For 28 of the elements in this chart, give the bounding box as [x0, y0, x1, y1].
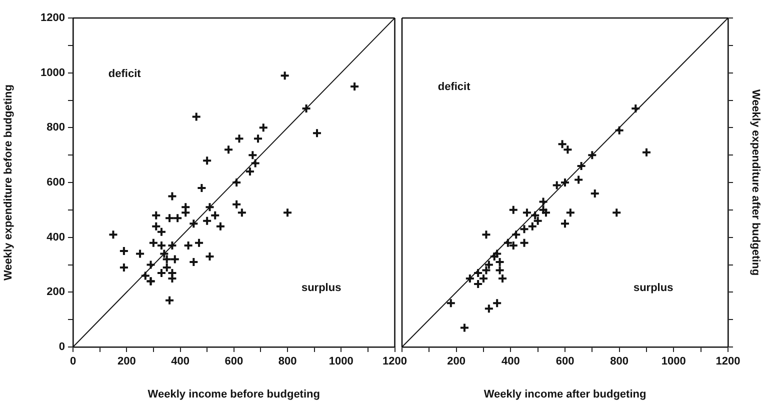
x-axis-title: Weekly income after budgeting [484, 388, 646, 400]
y-tick-label: 400 [46, 231, 65, 244]
x-tick-label: 0 [70, 356, 76, 368]
annotation: surplus [301, 282, 342, 294]
annotation: deficit [438, 81, 471, 94]
x-tick-label: 1200 [716, 356, 740, 368]
y2-axis-title: Weekly expenditure after budgeting [749, 89, 762, 276]
x-tick-label: 800 [610, 356, 629, 368]
x-tick-label: 1000 [328, 356, 354, 368]
x-tick-label: 1000 [661, 356, 686, 368]
y-tick-label: 800 [46, 122, 65, 134]
y-tick-label: 200 [46, 286, 65, 298]
x-tick-label: 600 [224, 356, 244, 368]
y-axis-title: Weekly expenditure before budgeting [2, 84, 15, 280]
y-tick-label: 1000 [40, 66, 65, 79]
x-tick-label: 200 [447, 356, 466, 368]
x-tick-label: 800 [278, 356, 297, 368]
y-tick-label: 1200 [40, 12, 65, 24]
x-axis-title: Weekly income before budgeting [148, 388, 320, 400]
y-tick-label: 0 [58, 341, 65, 354]
x-tick-label: 400 [501, 356, 520, 368]
x-tick-label: 400 [171, 356, 190, 368]
x-tick-label: 1200 [382, 356, 408, 368]
annotation: surplus [633, 282, 674, 294]
y-tick-label: 600 [46, 176, 65, 189]
x-tick-label: 200 [117, 356, 136, 368]
x-tick-label: 600 [556, 356, 574, 368]
annotation: deficit [108, 68, 142, 80]
